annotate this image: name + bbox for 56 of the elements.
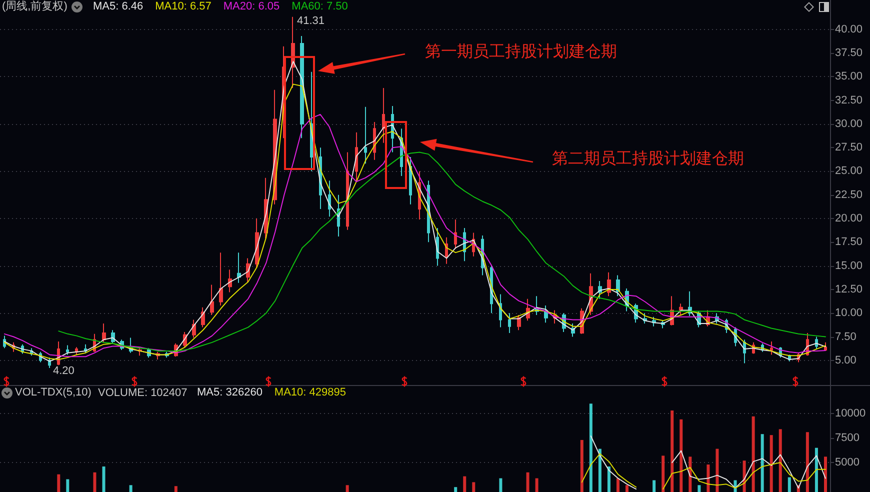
text: MA60: 7.50 [292,0,348,12]
y-tick-label: 30.00 [835,118,863,130]
candlestick [66,344,69,356]
candlestick [815,336,818,350]
y-tick-label: 10.00 [835,307,863,320]
candlestick [355,132,358,182]
y-tick-label: 32.50 [835,94,863,106]
chart-title: VOL-TDX(5,10) [15,386,92,398]
candlestick [382,87,385,144]
y-tick-label: 22.50 [835,188,863,201]
text: MA5: 6.46 [93,0,144,12]
text: MA5: 326260 [197,386,262,398]
annotation: 第一期员工持股计划建仓期 [425,42,617,60]
candlestick [824,342,827,352]
y-tick-label: 7.50 [835,330,856,343]
annotation: 第二期员工持股计划建仓期 [552,150,744,168]
candlestick [219,252,223,306]
candlestick [328,180,331,218]
line-series [58,152,826,352]
candlestick [75,346,78,356]
text: MA10: 6.57 [155,0,212,12]
annotation: VOLUME: 102407 [98,387,188,399]
y-tick-label: 5.00 [835,354,856,366]
y-tick-label: 10000 [835,407,866,420]
candlestick [616,274,620,297]
candlestick [228,269,232,293]
annotation: 41.31 [297,15,325,27]
candlestick [544,305,548,324]
annotation: 4.20 [53,365,74,377]
candlestick [364,106,367,164]
chart-title: (周线,前复权) [2,0,68,12]
candlestick [409,156,412,205]
y-tick-label: 25.00 [835,165,863,178]
y-tick-label: 27.50 [835,142,863,154]
candlestick [679,303,683,316]
candlestick [300,35,304,139]
y-tick-label: 37.50 [835,46,863,59]
y-tick-label: 12.50 [835,283,863,296]
y-tick-label: 35.00 [835,70,863,83]
y-tick-label: 40.00 [835,23,863,36]
text: MA10: 429895 [274,386,346,398]
y-tick-label: 17.50 [835,236,863,248]
candlestick [770,340,773,356]
y-tick-label: 7500 [835,432,860,444]
candlestick [454,218,457,250]
candlestick [508,312,511,334]
y-tick-label: 15.00 [835,260,863,272]
y-tick-label: 5000 [835,456,860,469]
text: MA20: 6.05 [223,0,280,12]
candlestick [445,236,448,264]
candlestick [210,284,214,316]
candlestick [102,323,106,343]
candlestick [499,294,502,328]
candlestick [237,252,241,284]
candlestick [192,319,196,338]
y-tick-label: 20.00 [835,212,863,225]
